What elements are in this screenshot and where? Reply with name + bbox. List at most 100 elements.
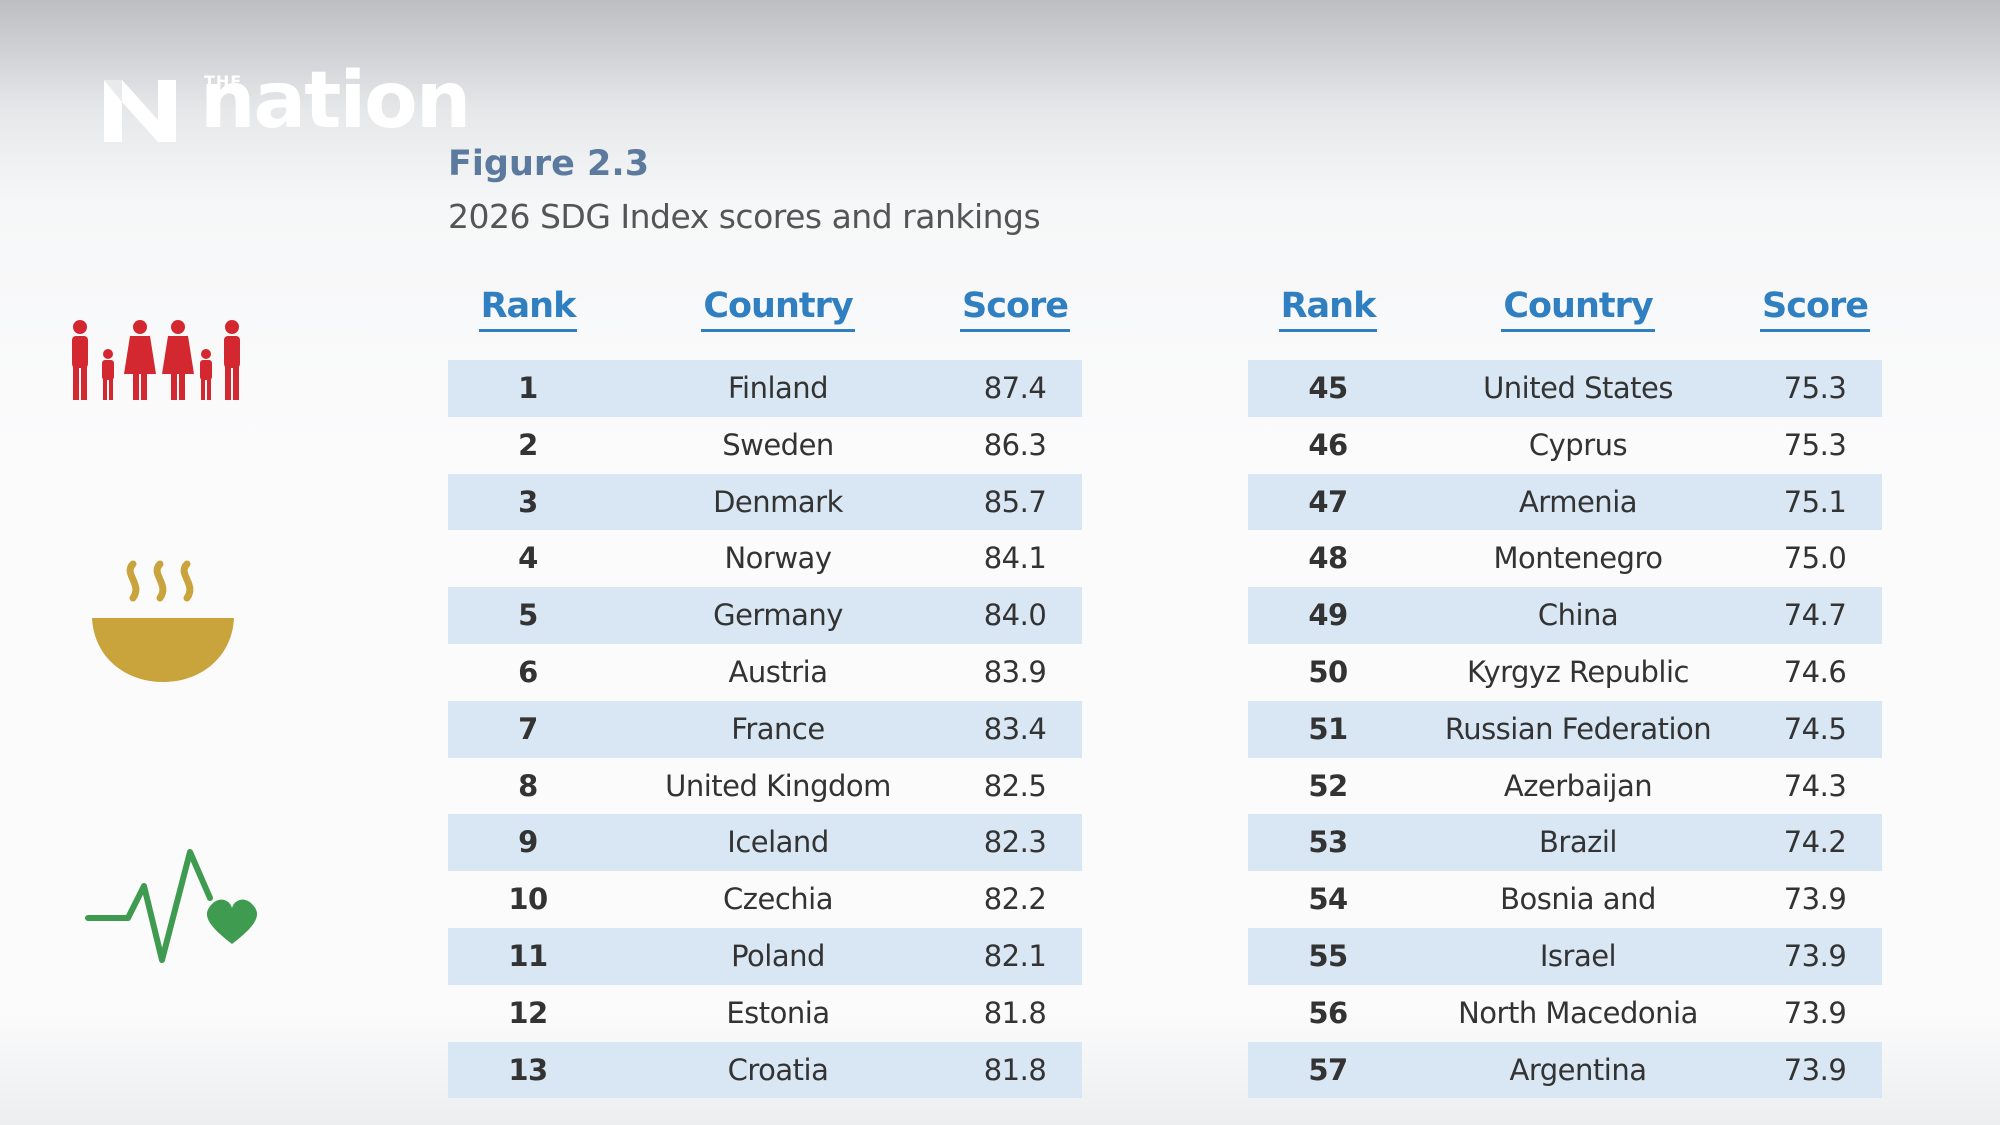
rank-cell: 56: [1308, 995, 1348, 1030]
rank-cell: 6: [518, 654, 538, 689]
figure-label: Figure 2.3: [448, 144, 650, 184]
rank-cell: 10: [508, 882, 548, 917]
country-cell: Finland: [727, 371, 829, 405]
score-cell: 73.9: [1783, 995, 1847, 1030]
table-row: 48 Montenegro 75.0: [1248, 530, 1882, 587]
rank-cell: 52: [1308, 768, 1348, 803]
country-cell: Czechia: [723, 882, 833, 917]
country-cell: Germany: [713, 598, 843, 633]
nation-n-mark-icon: [104, 80, 176, 142]
country-cell: Armenia: [1518, 484, 1638, 519]
rankings-table-left: Rank Country Score 1 Finland 87.4 2 Sweden 8 6…: [448, 286, 1082, 1099]
score-cell: 75.0: [1783, 541, 1847, 576]
country-cell: United States: [1483, 371, 1673, 405]
rank-cell: 51: [1308, 711, 1348, 746]
table-row: 51 Russian Federation 74.5: [1248, 700, 1882, 758]
country-cell: Sweden: [722, 427, 834, 462]
table-row: 10 Czechia 82.2: [448, 871, 1082, 928]
table-row: 2 Sweden 86.3: [448, 417, 1082, 474]
rank-cell: 5: [518, 598, 538, 633]
logo-small-text: THE: [204, 72, 243, 91]
country-cell: Brazil: [1539, 825, 1617, 860]
table-row: 53 Brazil 74.2: [1248, 814, 1882, 872]
score-cell: 82.5: [983, 768, 1047, 803]
rank-cell: 11: [508, 938, 548, 973]
table-row: 52 Azerbaijan 74.3: [1248, 758, 1882, 815]
country-cell: Denmark: [713, 484, 843, 519]
score-cell: 75.3: [1783, 371, 1847, 405]
country-cell: Israel: [1539, 938, 1617, 973]
score-cell: 75.1: [1783, 484, 1847, 519]
score-cell: 81.8: [983, 995, 1047, 1030]
score-cell: 84.1: [983, 541, 1047, 576]
rank-cell: 8: [518, 768, 538, 803]
table-row: 57 Argentina 73.9: [1248, 1041, 1882, 1099]
score-header: Score: [1760, 286, 1870, 332]
score-cell: 84.0: [983, 598, 1047, 633]
score-cell: 73.9: [1783, 882, 1847, 917]
rank-header: Rank: [1278, 286, 1378, 332]
table-row: 55 Israel 73.9: [1248, 927, 1882, 985]
table-header: Rank Country Score: [448, 286, 1082, 360]
table-body: 45 United States 75.3 46 Cyprus 75.3 47 Armenia…: [1248, 360, 1882, 1099]
table-header: Rank Country Score: [1248, 286, 1882, 360]
table-row: 4 Norway 84.1: [448, 530, 1082, 587]
rank-cell: 49: [1308, 598, 1348, 633]
country-cell: Russian Federation: [1444, 711, 1712, 746]
table-row: 49 China 74.7: [1248, 587, 1882, 644]
score-cell: 82.2: [983, 882, 1047, 917]
table-row: 47 Armenia 75.1: [1248, 473, 1882, 531]
table-row: 3 Denmark 85.7: [448, 473, 1082, 531]
table-body: 1 Finland 87.4 2 Sweden 86.3 3 Denmark 85.7 4 Norw…: [448, 360, 1082, 1099]
table-row: 46 Cyprus 75.3: [1248, 417, 1882, 474]
country-cell: United Kingdom: [665, 768, 891, 803]
country-cell: Azerbaijan: [1503, 768, 1653, 803]
rank-cell: 46: [1308, 427, 1348, 462]
rank-cell: 13: [508, 1052, 548, 1087]
rank-cell: 2: [518, 427, 538, 462]
country-cell: North Macedonia: [1458, 995, 1698, 1030]
table-row: 1 Finland 87.4: [448, 360, 1082, 417]
score-cell: 87.4: [983, 371, 1047, 405]
rank-cell: 1: [518, 371, 538, 405]
score-cell: 74.2: [1783, 825, 1847, 860]
score-cell: 82.1: [983, 938, 1047, 973]
country-cell: China: [1537, 598, 1619, 633]
country-cell: Norway: [724, 541, 832, 576]
score-cell: 73.9: [1783, 938, 1847, 973]
table-row: 45 United States 75.3: [1248, 360, 1882, 417]
country-cell: Iceland: [727, 825, 829, 860]
rank-cell: 55: [1308, 938, 1348, 973]
rank-cell: 48: [1308, 541, 1348, 576]
score-cell: 83.4: [983, 711, 1047, 746]
rank-cell: 7: [518, 711, 538, 746]
rankings-table-right: Rank Country Score 45 United States 75.3 46…: [1248, 286, 1882, 1099]
rank-cell: 45: [1308, 371, 1348, 405]
rank-cell: 3: [518, 484, 538, 519]
country-cell: Austria: [728, 654, 828, 689]
score-cell: 73.9: [1783, 1052, 1847, 1087]
rank-cell: 12: [508, 995, 548, 1030]
rank-cell: 57: [1308, 1052, 1348, 1087]
health-heartbeat-icon: [85, 849, 258, 963]
table-row: 5 Germany 84.0: [448, 587, 1082, 644]
table-row: 12 Estonia 81.8: [448, 985, 1082, 1042]
country-cell: France: [731, 711, 825, 746]
score-cell: 83.9: [983, 654, 1047, 689]
country-cell: Montenegro: [1493, 541, 1663, 576]
figure-title: 2026 SDG Index scores and rankings: [448, 197, 1041, 236]
country-cell: Bosnia and Herzegovina: [1490, 882, 1667, 973]
rank-cell: 54: [1308, 882, 1348, 917]
rank-header: Rank: [478, 286, 578, 332]
score-header: Score: [960, 286, 1070, 332]
rank-cell: 9: [518, 825, 538, 860]
food-bowl-icon: [92, 560, 234, 682]
rank-cell: 4: [518, 541, 538, 576]
country-cell: Estonia: [726, 995, 830, 1030]
country-header: Country: [701, 286, 855, 332]
rank-cell: 47: [1308, 484, 1348, 519]
score-cell: 74.7: [1783, 598, 1847, 633]
logo-wordmark: nation: [200, 56, 471, 146]
score-cell: 74.5: [1783, 711, 1847, 746]
country-cell: Cyprus: [1528, 427, 1628, 462]
